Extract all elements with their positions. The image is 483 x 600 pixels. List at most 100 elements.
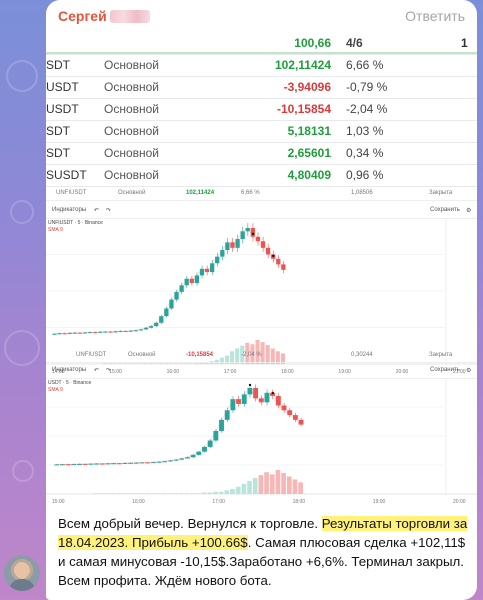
candle-body	[162, 461, 168, 463]
time-axis-label: 15:00	[109, 369, 122, 375]
candle-body	[154, 322, 159, 327]
trade-pnl: -10,15854	[186, 352, 214, 358]
candle-body	[72, 332, 77, 334]
candle-body	[103, 331, 108, 333]
sender-name[interactable]: Сергей	[58, 8, 107, 24]
row-pnl: -10,15854	[276, 102, 331, 116]
volume-bar	[252, 478, 258, 494]
table-row[interactable]: USDT Основной -3,94096 -0,79 %	[46, 76, 477, 99]
trade-pct: 6,66 %	[241, 190, 260, 196]
volume-bar	[156, 493, 161, 494]
candle-body	[179, 458, 185, 460]
row-pct: -2,04 %	[346, 102, 388, 116]
table-row[interactable]: SDT Основной 102,11424 6,66 %	[46, 54, 477, 77]
candle-body	[196, 451, 202, 455]
volume-bar	[258, 475, 264, 494]
volume-bar	[270, 348, 275, 364]
candle-body	[184, 457, 190, 459]
chart2-legend: USDT · 5 · Binance SMA 9	[48, 380, 92, 393]
candle-body	[220, 250, 225, 257]
candle-body	[199, 268, 205, 276]
row-account: Основной	[104, 168, 160, 182]
row-pct: 6,66 %	[346, 58, 384, 72]
avatar-face	[15, 562, 29, 579]
redo-icon[interactable]: ↷	[106, 368, 112, 374]
trade-marker	[251, 232, 255, 236]
candle-body	[167, 460, 173, 462]
volume-bar	[184, 363, 189, 364]
candle-body	[77, 463, 82, 465]
candle-body	[270, 392, 276, 396]
candle-body	[255, 236, 261, 242]
row-symbol: SDT	[46, 58, 70, 72]
candle-body	[224, 410, 230, 420]
candle-body	[123, 331, 128, 333]
sender-surname-blurred	[110, 10, 150, 23]
save-button[interactable]: Сохранить	[430, 207, 460, 213]
row-pnl: 102,11424	[274, 58, 331, 72]
candle-body	[260, 241, 266, 248]
table-summary-row: 100,66 4/6 1	[46, 32, 477, 55]
table-row[interactable]: SDT Основной 2,65601 0,34 %	[46, 142, 477, 165]
volume-bar	[161, 493, 167, 494]
volume-bar	[264, 472, 269, 494]
candle-body	[281, 264, 286, 270]
volume-bar	[158, 363, 163, 364]
redo-icon[interactable]: ↷	[106, 208, 112, 214]
row-pnl: 2,65601	[287, 146, 331, 160]
trade-qty: 0,30244	[351, 352, 373, 358]
table-row[interactable]: SDT Основной 5,18131 1,03 %	[46, 120, 477, 143]
indicators-button[interactable]: Индикаторы	[52, 367, 87, 373]
volume-bar	[179, 493, 184, 494]
candle-body	[139, 462, 145, 464]
undo-icon[interactable]: ↶	[94, 368, 100, 374]
volume-bar	[123, 363, 128, 364]
candle-body	[240, 231, 245, 240]
row-pnl: 4,80409	[287, 168, 331, 182]
candle-body	[169, 299, 174, 309]
summary-extra: 1	[461, 36, 468, 50]
time-axis-label: 20:00	[396, 369, 409, 375]
trade-pnl: 102,11424	[186, 190, 215, 196]
candle-body	[209, 263, 215, 273]
settings-icon[interactable]: ⚙	[466, 368, 472, 374]
background-doodle	[4, 330, 40, 366]
reply-button[interactable]: Ответить	[405, 8, 465, 24]
background-doodle	[10, 200, 34, 224]
screenshot-image[interactable]: 100,66 4/6 1 SDT Основной 102,11424 6,66 % U…	[46, 32, 477, 508]
indicators-button[interactable]: Индикаторы	[52, 207, 87, 213]
trade-symbol: UNFIUSDT	[76, 352, 107, 358]
chart1-candlestick[interactable]: UNFIUSDT · 5 · Binance SMA 9 14:00 15:00 1…	[46, 218, 477, 376]
volume-bar	[184, 493, 190, 494]
volume-bar	[143, 363, 148, 364]
candle-body	[52, 333, 57, 335]
candle-body	[145, 462, 151, 464]
candle-body	[250, 228, 255, 237]
candle-body	[265, 247, 271, 255]
candle-body	[138, 329, 144, 331]
volume-bar	[298, 482, 303, 494]
candle-body	[287, 410, 293, 416]
candle-body	[298, 419, 304, 425]
table-row[interactable]: USDT Основной -10,15854 -2,04 %	[46, 98, 477, 121]
volume-bar	[144, 493, 150, 494]
candle-body	[118, 331, 123, 333]
chart2-candlestick[interactable]: USDT · 5 · Binance SMA 9 15:00 16:00 17:00…	[46, 378, 477, 506]
candle-body	[82, 332, 88, 334]
volume-bar	[201, 492, 207, 494]
volume-bar	[230, 488, 235, 494]
sender-avatar[interactable]	[4, 555, 40, 591]
sma-line	[56, 387, 302, 465]
undo-icon[interactable]: ↶	[94, 208, 100, 214]
volume-bar	[286, 476, 292, 494]
candle-body	[275, 395, 281, 406]
time-axis-label: 15:00	[52, 499, 65, 505]
save-button[interactable]: Сохранить	[430, 367, 460, 373]
candle-body	[225, 242, 230, 251]
volume-bar	[245, 342, 250, 364]
volume-bar	[235, 486, 241, 494]
table-row[interactable]: SUSDT Основной 4,80409 0,96 %	[46, 164, 477, 187]
message-bubble[interactable]: Сергей Ответить 100,66 4/6 1 SDT Основной…	[46, 0, 477, 600]
candle-body	[241, 394, 247, 404]
settings-icon[interactable]: ⚙	[466, 208, 472, 214]
